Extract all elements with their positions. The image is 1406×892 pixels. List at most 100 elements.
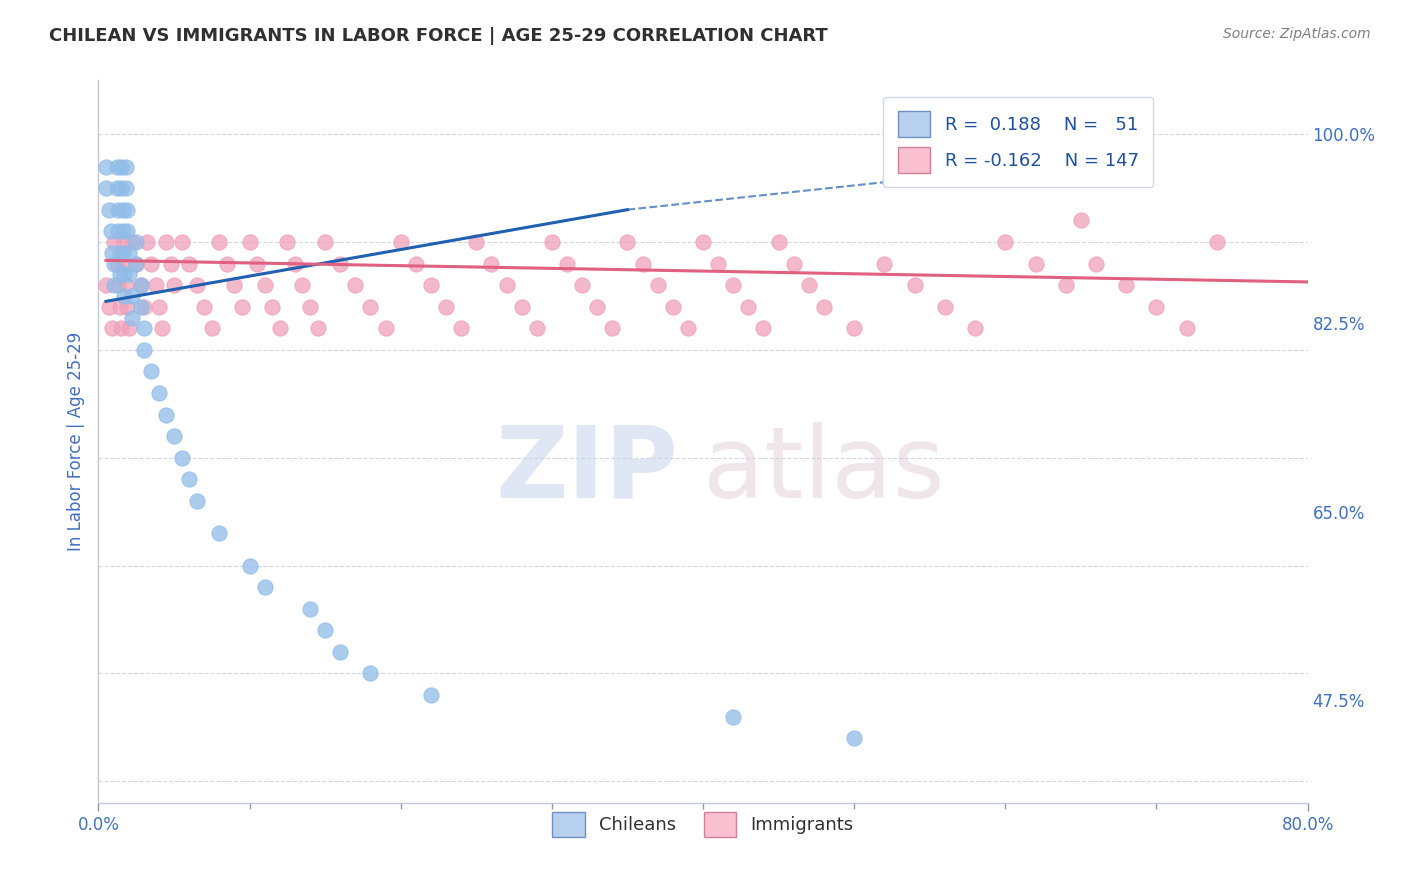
Point bbox=[103, 278, 125, 293]
Point bbox=[904, 278, 927, 293]
Point bbox=[1024, 257, 1046, 271]
Point bbox=[994, 235, 1017, 249]
Point bbox=[307, 321, 329, 335]
Point bbox=[813, 300, 835, 314]
Point bbox=[107, 224, 129, 238]
Point bbox=[329, 645, 352, 659]
Point bbox=[114, 160, 136, 174]
Point bbox=[374, 321, 396, 335]
Point bbox=[555, 257, 578, 271]
Point bbox=[148, 386, 170, 401]
Point bbox=[314, 235, 336, 249]
Point bbox=[132, 343, 155, 357]
Point bbox=[107, 278, 129, 293]
Point bbox=[299, 601, 322, 615]
Point bbox=[224, 278, 246, 293]
Legend: Chileans, Immigrants: Chileans, Immigrants bbox=[538, 797, 868, 852]
Point bbox=[405, 257, 427, 271]
Point bbox=[723, 709, 745, 723]
Text: atlas: atlas bbox=[703, 422, 945, 519]
Text: CHILEAN VS IMMIGRANTS IN LABOR FORCE | AGE 25-29 CORRELATION CHART: CHILEAN VS IMMIGRANTS IN LABOR FORCE | A… bbox=[49, 27, 828, 45]
Point bbox=[239, 235, 262, 249]
Point bbox=[112, 257, 135, 271]
Point bbox=[118, 268, 141, 282]
Point bbox=[1070, 213, 1092, 227]
Point bbox=[132, 300, 155, 314]
Point bbox=[129, 278, 152, 293]
Point bbox=[1175, 321, 1198, 335]
Point bbox=[148, 300, 170, 314]
Point bbox=[112, 289, 135, 303]
Point bbox=[112, 268, 135, 282]
Text: Source: ZipAtlas.com: Source: ZipAtlas.com bbox=[1223, 27, 1371, 41]
Point bbox=[111, 202, 134, 217]
Point bbox=[844, 321, 866, 335]
Point bbox=[873, 257, 896, 271]
Point bbox=[269, 321, 291, 335]
Point bbox=[481, 257, 503, 271]
Point bbox=[314, 624, 336, 638]
Point bbox=[179, 472, 201, 486]
Point bbox=[420, 278, 443, 293]
Point bbox=[121, 310, 143, 325]
Point bbox=[647, 278, 669, 293]
Point bbox=[94, 278, 117, 293]
Point bbox=[1144, 300, 1167, 314]
Point bbox=[121, 289, 143, 303]
Point bbox=[276, 235, 298, 249]
Point bbox=[262, 300, 284, 314]
Point bbox=[752, 321, 775, 335]
Point bbox=[94, 160, 117, 174]
Point bbox=[125, 257, 148, 271]
Point bbox=[420, 688, 443, 702]
Point bbox=[132, 321, 155, 335]
Point bbox=[125, 235, 148, 249]
Point bbox=[179, 257, 201, 271]
Point bbox=[129, 278, 152, 293]
Point bbox=[586, 300, 609, 314]
Point bbox=[118, 321, 141, 335]
Point bbox=[661, 300, 683, 314]
Point bbox=[108, 300, 131, 314]
Point bbox=[676, 321, 699, 335]
Point bbox=[291, 278, 314, 293]
Point bbox=[616, 235, 638, 249]
Point bbox=[723, 278, 745, 293]
Point bbox=[707, 257, 730, 271]
Point bbox=[155, 408, 177, 422]
Point bbox=[101, 321, 124, 335]
Point bbox=[783, 257, 806, 271]
Point bbox=[299, 300, 322, 314]
Point bbox=[160, 257, 183, 271]
Point bbox=[111, 245, 134, 260]
Point bbox=[844, 731, 866, 745]
Point bbox=[114, 181, 136, 195]
Point bbox=[965, 321, 987, 335]
Point bbox=[170, 235, 193, 249]
Point bbox=[135, 235, 157, 249]
Point bbox=[108, 245, 131, 260]
Point bbox=[208, 526, 231, 541]
Point bbox=[141, 257, 163, 271]
Point bbox=[526, 321, 548, 335]
Point bbox=[284, 257, 307, 271]
Point bbox=[98, 202, 121, 217]
Point bbox=[125, 257, 148, 271]
Point bbox=[1115, 278, 1137, 293]
Point bbox=[110, 181, 132, 195]
Point bbox=[110, 160, 132, 174]
Point bbox=[495, 278, 517, 293]
Point bbox=[193, 300, 215, 314]
Point bbox=[150, 321, 173, 335]
Point bbox=[631, 257, 654, 271]
Point bbox=[105, 160, 128, 174]
Point bbox=[145, 278, 167, 293]
Point bbox=[450, 321, 472, 335]
Point bbox=[253, 580, 276, 594]
Point bbox=[101, 245, 124, 260]
Point bbox=[1206, 235, 1229, 249]
Y-axis label: In Labor Force | Age 25-29: In Labor Force | Age 25-29 bbox=[66, 332, 84, 551]
Point bbox=[797, 278, 820, 293]
Point bbox=[103, 235, 125, 249]
Point bbox=[360, 300, 382, 314]
